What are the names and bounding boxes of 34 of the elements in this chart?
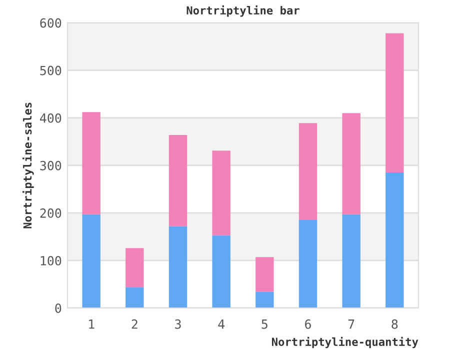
x-tick-label: 6 bbox=[305, 319, 311, 329]
y-tick-label: 500 bbox=[40, 66, 62, 76]
y-tick-label: 100 bbox=[40, 256, 62, 266]
bar bbox=[168, 134, 188, 226]
chart-title: Nortriptyline bar bbox=[186, 5, 300, 17]
y-axis-title: Nortriptyline-sales bbox=[22, 102, 34, 228]
x-tick-label: 8 bbox=[392, 319, 398, 329]
bar bbox=[126, 248, 144, 288]
bar bbox=[82, 112, 100, 214]
x-tick-label: 4 bbox=[218, 320, 224, 329]
bar bbox=[82, 214, 100, 308]
y-tick-label: 600 bbox=[40, 18, 62, 28]
x-tick-label: 1 bbox=[89, 320, 94, 329]
bar bbox=[386, 172, 404, 308]
bar bbox=[386, 33, 404, 173]
bar bbox=[256, 257, 274, 292]
x-tick-label: 5 bbox=[262, 320, 268, 329]
bar bbox=[168, 226, 188, 308]
bar bbox=[212, 150, 230, 236]
x-axis-title: Nortriptyline-quantity bbox=[272, 336, 418, 348]
y-tick-label: 300 bbox=[40, 160, 62, 170]
bar bbox=[256, 292, 274, 308]
x-tick-label: 2 bbox=[132, 319, 138, 329]
bar bbox=[298, 123, 318, 220]
bar bbox=[126, 287, 144, 308]
y-tick-label: 200 bbox=[40, 208, 62, 218]
x-tick-label: 3 bbox=[175, 319, 181, 329]
bar bbox=[342, 214, 360, 308]
y-tick-label: 400 bbox=[40, 113, 62, 123]
y-tick-label: 0 bbox=[55, 304, 62, 313]
bar bbox=[342, 113, 360, 214]
x-tick-label: 7 bbox=[348, 320, 354, 329]
bar bbox=[298, 220, 318, 308]
bar bbox=[212, 235, 230, 308]
